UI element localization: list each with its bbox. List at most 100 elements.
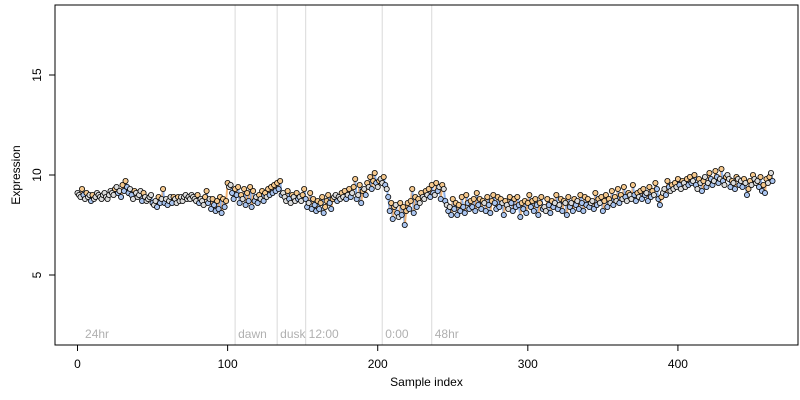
data-point <box>454 211 461 218</box>
data-point <box>407 197 414 204</box>
data-point <box>608 187 615 194</box>
data-point <box>599 207 606 214</box>
data-point <box>160 185 167 192</box>
data-point <box>214 197 221 204</box>
data-point <box>620 183 627 190</box>
data-point <box>757 173 764 180</box>
data-point <box>487 209 494 216</box>
data-point <box>410 209 417 216</box>
data-point <box>236 199 243 206</box>
data-point <box>275 185 282 192</box>
data-point <box>242 201 249 208</box>
data-point <box>230 195 237 202</box>
data-point <box>433 179 440 186</box>
data-point <box>421 195 428 202</box>
data-point <box>398 211 405 218</box>
data-point <box>371 169 378 176</box>
data-point <box>326 199 333 206</box>
data-point <box>325 191 332 198</box>
data-point <box>461 209 468 216</box>
data-point <box>580 207 587 214</box>
data-point <box>358 199 365 206</box>
x-tick-label: 300 <box>518 357 538 371</box>
data-point <box>223 197 230 204</box>
data-point <box>473 189 480 196</box>
data-point <box>652 179 659 186</box>
data-point <box>440 185 447 192</box>
data-point <box>523 209 530 216</box>
data-point <box>484 193 491 200</box>
data-point <box>239 195 246 202</box>
data-point <box>383 185 390 192</box>
data-point <box>565 193 572 200</box>
data-point <box>203 187 210 194</box>
data-point <box>718 165 725 172</box>
x-tick-label: 400 <box>668 357 688 371</box>
data-point <box>730 179 737 186</box>
data-point <box>536 199 543 206</box>
data-point <box>241 185 248 192</box>
data-point <box>616 199 623 206</box>
data-point <box>508 199 515 206</box>
data-point <box>380 173 387 180</box>
data-point <box>664 177 671 184</box>
data-point <box>535 211 542 218</box>
data-point <box>194 191 201 198</box>
data-point <box>227 181 234 188</box>
data-point <box>305 199 312 206</box>
data-point <box>712 167 719 174</box>
data-point <box>122 177 129 184</box>
data-point <box>610 201 617 208</box>
data-point <box>769 177 776 184</box>
data-point <box>538 193 545 200</box>
data-point <box>301 185 308 192</box>
data-point <box>245 197 252 204</box>
data-point <box>701 173 708 180</box>
x-axis-title: Sample index <box>390 375 463 389</box>
data-point <box>646 183 653 190</box>
data-point <box>79 185 86 192</box>
data-point <box>559 207 566 214</box>
data-point <box>563 211 570 218</box>
data-point <box>643 189 650 196</box>
data-point <box>632 197 639 204</box>
data-point <box>374 183 381 190</box>
data-point <box>743 191 750 198</box>
data-point <box>401 221 408 228</box>
data-point <box>302 195 309 202</box>
data-point <box>556 201 563 208</box>
data-point <box>448 211 455 218</box>
data-point <box>590 205 597 212</box>
data-point <box>211 201 218 208</box>
data-point <box>650 191 657 198</box>
y-tick-label: 15 <box>30 68 44 82</box>
y-tick-label: 10 <box>30 168 44 182</box>
data-point <box>362 191 369 198</box>
data-point <box>235 183 242 190</box>
data-point <box>118 193 125 200</box>
data-point <box>526 191 533 198</box>
data-point <box>221 203 228 210</box>
plot-frame <box>54 4 799 346</box>
data-point <box>614 185 621 192</box>
data-point <box>250 187 257 194</box>
data-point <box>322 203 329 210</box>
data-point <box>698 187 705 194</box>
data-point <box>397 199 404 206</box>
data-point <box>640 185 647 192</box>
data-point <box>367 173 374 180</box>
data-point <box>500 211 507 218</box>
data-point <box>293 189 300 196</box>
x-tick-label: 100 <box>218 357 238 371</box>
data-point <box>644 197 651 204</box>
data-point <box>352 175 359 182</box>
data-point <box>307 189 314 196</box>
data-point <box>148 191 155 198</box>
data-point <box>739 183 746 190</box>
data-point <box>254 199 261 206</box>
data-point <box>460 203 467 210</box>
data-point <box>368 185 375 192</box>
y-tick-label: 5 <box>30 271 44 278</box>
data-point <box>356 181 363 188</box>
data-point <box>547 209 554 216</box>
